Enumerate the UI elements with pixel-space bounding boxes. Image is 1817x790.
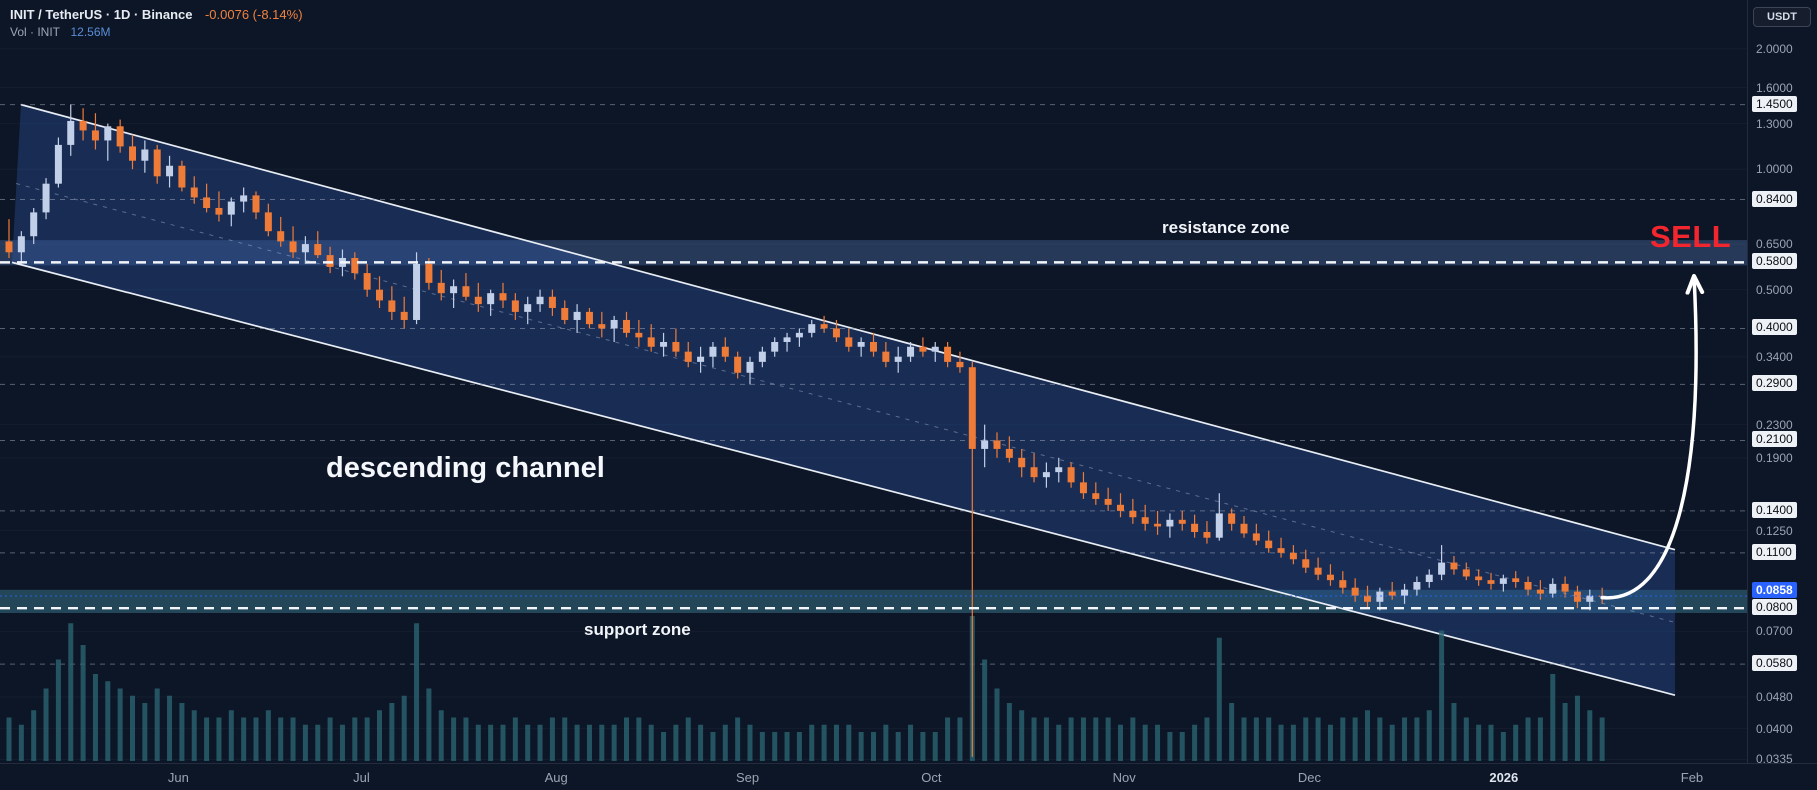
channel-top-line [20,103,1676,551]
price-level-label: 0.5800 [1752,253,1797,270]
month-label: Jul [353,770,370,785]
price-level-label: 0.0580 [1752,655,1797,672]
month-label: Sep [736,770,760,785]
support-zone-label: support zone [584,620,691,639]
descending-channel-label: descending channel [326,452,605,484]
price-axis[interactable]: 2.0000 1.6000 1.3000 1.0000 0.6500 0.5000 0.34… [1747,0,1817,767]
currency-toggle-button[interactable]: USDT [1753,7,1811,27]
price-level-label: 1.4500 [1752,95,1797,112]
projection-arrow [1600,276,1696,600]
sell-annotation: SELL [1650,219,1732,254]
price-level-label: 0.2100 [1752,431,1797,448]
price-tick: 0.5000 [1756,282,1793,297]
price-tick: 0.0400 [1756,721,1793,736]
chart-plot[interactable] [0,0,1747,763]
channel-fill [12,104,1675,696]
price-level-label: 0.0800 [1752,599,1797,616]
price-level-label: 0.1400 [1752,501,1797,518]
resistance-zone-label: resistance zone [1162,218,1290,237]
volume-bars [6,616,1605,761]
month-label: Aug [544,770,568,785]
volume-label: Vol · INIT [10,25,61,39]
price-level-label: 0.8400 [1752,190,1797,207]
price-level-label: 0.2900 [1752,375,1797,392]
price-tick: 0.2300 [1756,417,1793,432]
price-level-label: 0.1100 [1752,543,1796,560]
price-tick: 0.0335 [1756,752,1793,767]
price-tick: 0.0700 [1756,624,1793,639]
price-change: -0.0076 (-8.14%) [204,7,303,22]
month-label: Oct [921,770,942,785]
time-axis[interactable]: Jun Jul Aug Sep Oct Nov Dec 2026 Feb [0,763,1817,790]
volume-value: 12.56M [70,25,111,39]
price-tick: 1.0000 [1756,162,1793,177]
price-tick: 1.6000 [1756,80,1793,95]
candles [5,104,1606,757]
symbol-title[interactable]: INIT / TetherUS · 1D · Binance [10,7,193,22]
channel-bottom-line [11,261,1676,696]
month-label: Dec [1297,770,1322,785]
price-tick: 2.0000 [1756,41,1793,56]
month-label: Nov [1112,770,1136,785]
month-label: Feb [1680,770,1704,785]
channel-mid-line [15,183,1676,623]
price-tick: 0.1900 [1756,450,1793,465]
price-tick: 0.3400 [1756,349,1793,364]
price-tick: 0.1250 [1756,523,1793,538]
price-tick: 1.3000 [1756,116,1793,131]
month-label: Jun [167,770,189,785]
current-price-label: 0.0858 [1752,582,1797,598]
price-tick: 0.6500 [1756,237,1793,252]
price-level-label: 0.4000 [1752,319,1797,336]
symbol-legend: INIT / TetherUS · 1D · Binance -0.0076 (… [10,6,303,41]
price-tick: 0.0480 [1756,689,1793,704]
month-label: 2026 [1489,770,1519,785]
